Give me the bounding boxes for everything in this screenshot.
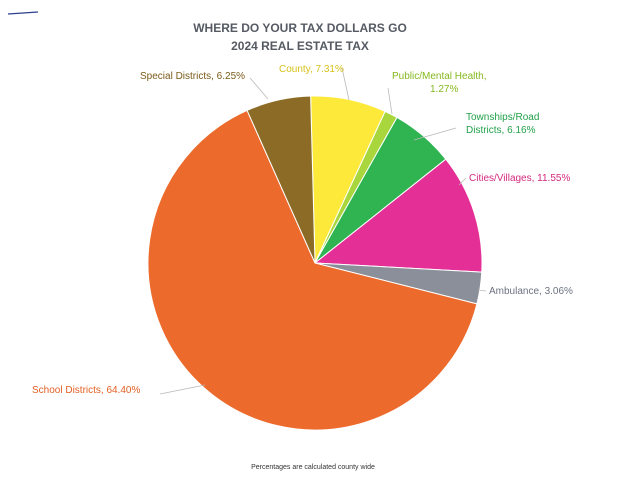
- chart-title: WHERE DO YOUR TAX DOLLARS GO: [193, 21, 407, 35]
- leader-line-townships-road-districts: [413, 127, 457, 141]
- pie-slice-cities-villages: [313, 158, 483, 273]
- leader-line-ambulance: [477, 289, 487, 292]
- scan-mark: [7, 11, 39, 15]
- leader-line-cities-villages: [458, 177, 467, 186]
- slice-label-public-mental-health: Public/Mental Health, 1.27%: [392, 71, 487, 95]
- pie-slices: [147, 95, 483, 431]
- slice-labels: County, 7.31% Public/Mental Health, 1.27% T…: [32, 64, 573, 396]
- leader-lines: [159, 67, 487, 395]
- pie-slice-special-districts: [246, 95, 316, 264]
- chart-footnote: Percentages are calculated county wide: [251, 464, 375, 471]
- slice-label-townships-road-districts: Townships/Road Districts, 6.16%: [466, 112, 539, 136]
- slice-label-county: County, 7.31%: [279, 64, 344, 75]
- leader-line-school-districts: [159, 384, 206, 395]
- chart-subtitle: 2024 REAL ESTATE TAX: [231, 39, 369, 53]
- slice-label-cities-villages: Cities/Villages, 11.55%: [469, 173, 570, 184]
- leader-line-special-districts: [249, 77, 269, 100]
- pie-slice-school-districts: [147, 109, 478, 431]
- slice-label-ambulance: Ambulance, 3.06%: [489, 286, 573, 297]
- leader-line-county: [341, 67, 350, 101]
- leader-line-public-mental-health: [387, 87, 393, 115]
- slice-label-special-districts: Special Districts, 6.25%: [140, 71, 245, 82]
- slice-label-school-districts: School Districts, 64.40%: [32, 385, 140, 396]
